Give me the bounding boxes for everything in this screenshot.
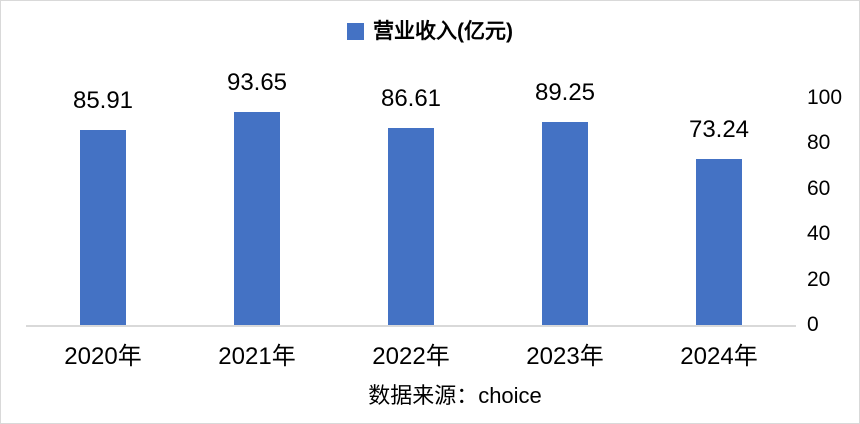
x-axis-label: 2022年 [372, 343, 450, 370]
bar-value-label: 93.65 [226, 69, 288, 97]
x-axis-label: 2020年 [64, 343, 142, 370]
bar-value-label: 89.25 [534, 79, 596, 107]
legend-label: 营业收入(亿元) [373, 20, 513, 43]
y-axis-tick-label: 40 [807, 222, 831, 246]
legend-swatch-icon [347, 23, 364, 40]
bar [542, 122, 588, 325]
bar [696, 158, 742, 325]
y-axis-tick-label: 80 [807, 131, 831, 155]
bar-value-label: 86.61 [380, 85, 442, 113]
x-axis-labels: 2020年 2021年 2022年 2023年 2024年 [26, 343, 796, 371]
bar [80, 129, 126, 325]
y-axis-labels: 0 20 40 60 80 100 [807, 87, 857, 336]
y-axis-tick-label: 100 [807, 86, 843, 109]
x-axis-label: 2023年 [526, 343, 604, 370]
y-axis-tick-label: 0 [807, 313, 819, 336]
data-source-caption: 数据来源：choice [368, 383, 542, 408]
bar [234, 112, 280, 325]
x-axis-label: 2021年 [218, 343, 296, 370]
plot-area: 85.91 93.65 86.61 89.25 73.24 [26, 71, 796, 327]
chart-legend: 营业收入(亿元) [1, 21, 859, 42]
bar-value-label: 85.91 [72, 86, 134, 114]
x-axis-label: 2024年 [680, 343, 758, 370]
bar [388, 128, 434, 325]
y-axis-tick-label: 60 [807, 176, 831, 200]
bar-value-label: 73.24 [688, 115, 750, 143]
y-axis-tick-label: 20 [807, 267, 831, 291]
